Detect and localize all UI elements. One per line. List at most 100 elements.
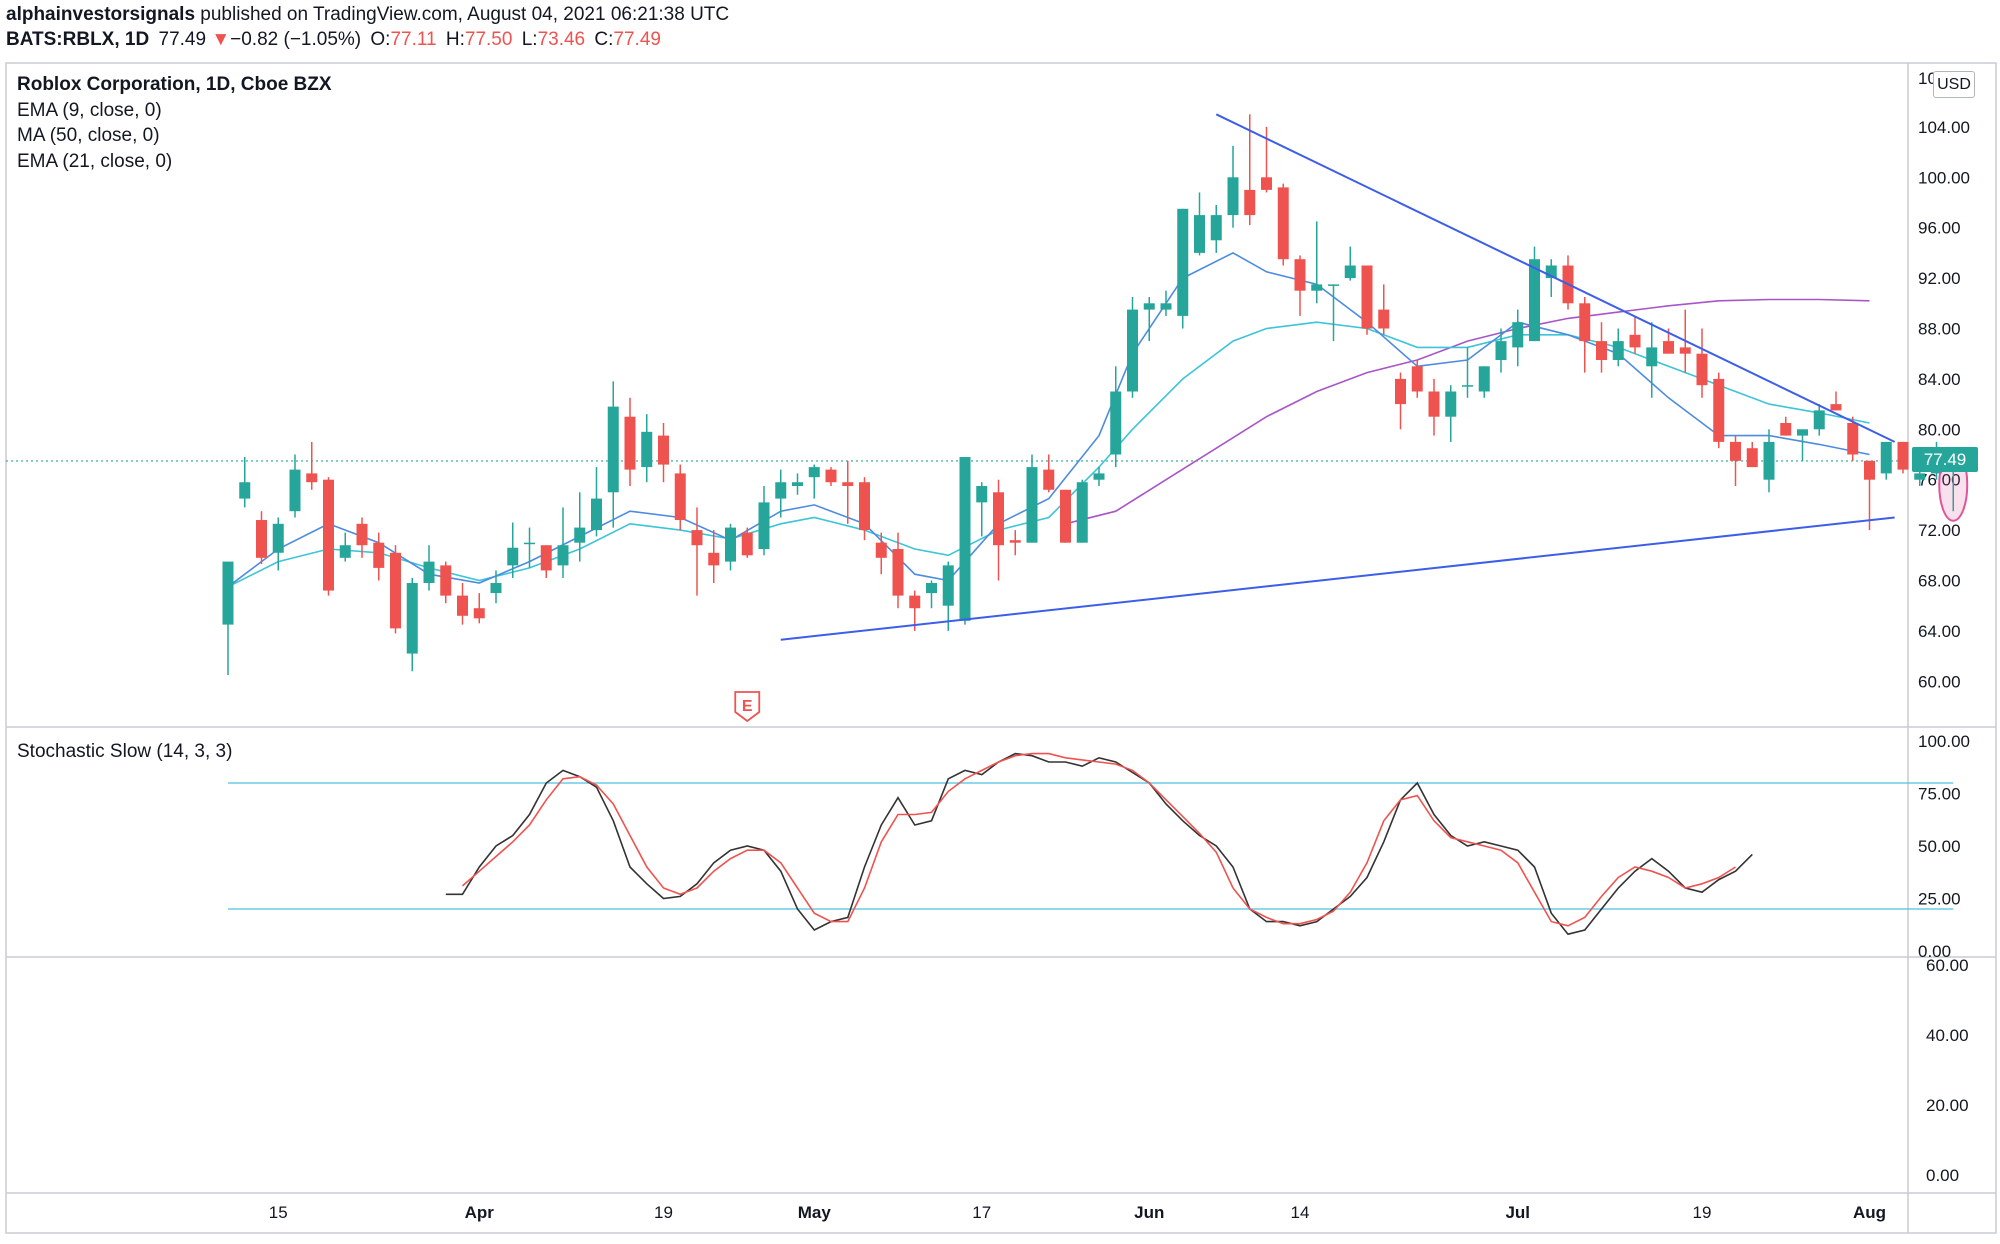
candle-body bbox=[323, 479, 334, 591]
stochastic-pane[interactable]: 0.00 25.00 50.00 75.00 100.00 bbox=[228, 732, 1970, 961]
candle-up bbox=[641, 414, 653, 483]
candle-down bbox=[1746, 441, 1758, 468]
candle-body bbox=[1696, 353, 1708, 386]
currency-badge[interactable]: USD bbox=[1933, 71, 1975, 98]
candle-up bbox=[1344, 246, 1356, 281]
candle-down bbox=[473, 593, 485, 624]
candle-body bbox=[1512, 322, 1524, 348]
symbol-label: BATS:RBLX, 1D bbox=[6, 29, 150, 50]
candle-up bbox=[1512, 309, 1524, 367]
candle-up bbox=[490, 570, 502, 604]
stoch-tick-label: 25.00 bbox=[1918, 890, 1961, 909]
candle-down bbox=[1060, 489, 1071, 543]
candle-body bbox=[825, 469, 837, 483]
candle-body bbox=[574, 527, 586, 543]
time-tick-label: May bbox=[798, 1203, 832, 1222]
candle-down bbox=[875, 532, 887, 575]
candle-body bbox=[842, 482, 854, 486]
legend-ema21[interactable]: EMA (21, close, 0) bbox=[17, 150, 173, 172]
candle-body bbox=[1277, 187, 1289, 260]
candle-down bbox=[1830, 391, 1842, 411]
candle-down bbox=[1009, 530, 1021, 556]
candle-body bbox=[892, 549, 904, 596]
author-name[interactable]: alphainvestorsignals bbox=[6, 4, 196, 25]
candle-body bbox=[1043, 469, 1055, 490]
candle-down bbox=[825, 467, 837, 486]
candle-up bbox=[808, 464, 820, 499]
legend-ema9[interactable]: EMA (9, close, 0) bbox=[17, 99, 162, 121]
candle-body bbox=[1261, 177, 1272, 190]
price-tick-label: 64.00 bbox=[1918, 622, 1961, 641]
lower-tick-label: 40.00 bbox=[1926, 1026, 1969, 1045]
candle-up bbox=[1495, 328, 1507, 373]
ma50-line bbox=[1065, 298, 1870, 525]
price-tick-label: 84.00 bbox=[1918, 370, 1961, 389]
candle-body bbox=[1227, 177, 1239, 216]
candle-down bbox=[306, 441, 318, 490]
candle-up bbox=[406, 577, 418, 672]
low-label: L: bbox=[521, 29, 538, 50]
chart-header: alphainvestorsignals published on Tradin… bbox=[6, 2, 729, 52]
candle-up bbox=[239, 457, 251, 508]
candle-down bbox=[674, 464, 686, 531]
candle-up bbox=[1529, 246, 1540, 342]
price-tick-label: 72.00 bbox=[1918, 521, 1961, 540]
legend-stochastic[interactable]: Stochastic Slow (14, 3, 3) bbox=[17, 741, 233, 762]
candle-body bbox=[909, 595, 921, 609]
candle-body bbox=[1495, 341, 1507, 360]
candle-down bbox=[256, 511, 267, 565]
publish-line: alphainvestorsignals published on Tradin… bbox=[6, 2, 729, 27]
candle-body bbox=[1009, 540, 1021, 543]
high-value: 77.50 bbox=[464, 29, 513, 50]
time-tick-label: 14 bbox=[1291, 1203, 1310, 1222]
candle-body bbox=[1110, 391, 1122, 455]
candle-up bbox=[1545, 259, 1557, 297]
candle-up bbox=[1177, 208, 1189, 329]
time-axis[interactable]: 15 Apr 19 May 17 Jun 14 Jul 19 Aug bbox=[269, 1203, 1886, 1222]
candle-body bbox=[1730, 441, 1741, 461]
candle-up bbox=[792, 473, 803, 495]
price-tick-label: 60.00 bbox=[1918, 672, 1961, 691]
candle-down bbox=[1378, 284, 1390, 335]
trendlines[interactable] bbox=[780, 113, 1969, 641]
down-arrow-icon: ▼ bbox=[211, 29, 231, 50]
candle-up bbox=[976, 482, 988, 537]
time-tick-label: 17 bbox=[972, 1203, 991, 1222]
candle-up bbox=[339, 532, 351, 562]
candle-up bbox=[1227, 145, 1239, 228]
candle-body bbox=[1529, 259, 1540, 342]
candle-down bbox=[1428, 378, 1440, 436]
candle-down bbox=[457, 583, 468, 625]
candle-down bbox=[1411, 360, 1423, 398]
candle-up bbox=[1880, 441, 1892, 480]
candle-up bbox=[507, 522, 519, 578]
candle-down bbox=[1696, 328, 1708, 398]
candle-body bbox=[658, 435, 669, 465]
earnings-marker-icon bbox=[734, 691, 761, 723]
candle-up bbox=[1763, 429, 1775, 493]
candle-body bbox=[741, 532, 753, 556]
stochastic-legend: Stochastic Slow (14, 3, 3) bbox=[17, 739, 232, 765]
candle-body bbox=[607, 406, 619, 493]
candle-body bbox=[1244, 189, 1256, 216]
stoch-tick-label: 75.00 bbox=[1918, 785, 1961, 804]
event-markers[interactable]: E bbox=[734, 691, 761, 723]
candle-body bbox=[239, 482, 251, 499]
chart-frame bbox=[5, 62, 1997, 1234]
candle-body bbox=[1679, 347, 1691, 354]
legend-title[interactable]: Roblox Corporation, 1D, Cboe BZX bbox=[17, 74, 332, 95]
candle-body bbox=[1462, 385, 1473, 387]
candle-body bbox=[1763, 441, 1775, 480]
lower-tick-label: 0.00 bbox=[1926, 1166, 1959, 1185]
candle-body bbox=[1344, 265, 1356, 279]
candle-body bbox=[1411, 366, 1423, 392]
candle-body bbox=[256, 520, 267, 558]
legend-ma50[interactable]: MA (50, close, 0) bbox=[17, 125, 160, 146]
close-value: 77.49 bbox=[613, 29, 661, 50]
price-axis[interactable]: 60.0064.0068.0072.0076.0080.0084.0088.00… bbox=[6, 69, 1970, 691]
candlesticks[interactable] bbox=[222, 114, 1959, 675]
candle-body bbox=[272, 523, 284, 553]
price-tick-label: 80.00 bbox=[1918, 420, 1961, 439]
candle-down bbox=[1730, 435, 1741, 486]
